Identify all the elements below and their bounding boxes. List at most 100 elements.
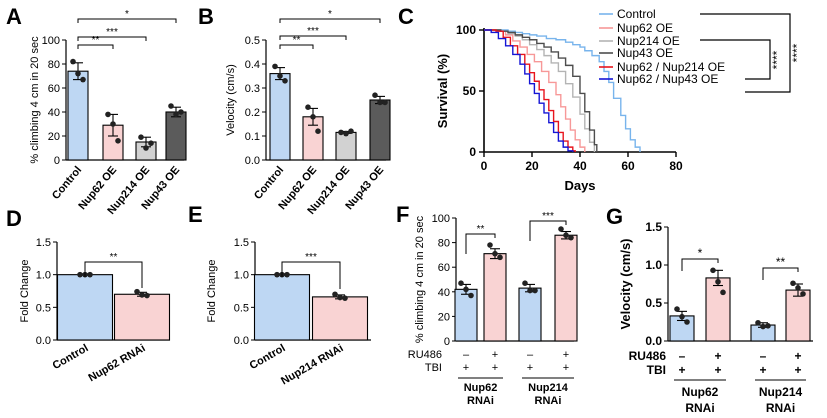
panel-a-y-tick-label: 80 — [48, 59, 60, 71]
panel-a-data-point — [75, 70, 81, 77]
panel-f-y-tick-label: 0 — [444, 336, 450, 348]
panel-a-significance-bracket — [77, 36, 147, 41]
panel-f-data-point — [492, 250, 498, 257]
panel-b-y-axis-label: Velocity (cm/s) — [225, 64, 237, 136]
panel-g-y-tick-label: 1.0 — [645, 258, 662, 272]
panel-f-bar — [518, 287, 542, 342]
panel-a-y-tick-label: 100 — [42, 35, 60, 47]
panel-g-row-symbol: – — [760, 349, 767, 363]
panel-c-significance-bracket — [700, 39, 771, 80]
panel-d-data-point — [87, 271, 93, 278]
panel-e-data-point — [337, 294, 343, 301]
panel-e-y-tick-label: 1.0 — [234, 270, 249, 282]
panel-d-bar — [113, 293, 171, 341]
panel-f-y-tick-label: 20 — [438, 311, 450, 323]
panel-f-data-point — [487, 242, 493, 248]
panel-f-y-tick-label: 40 — [438, 287, 450, 299]
panel-e-data-point — [332, 291, 338, 298]
panel-c-series-nup43-oe — [484, 29, 598, 152]
panel-b-data-point — [277, 73, 283, 79]
panel-g-group-label-rnai: RNAi — [685, 401, 714, 415]
panel-a-significance-bracket — [77, 18, 177, 23]
panel-e-significance-label: *** — [305, 252, 317, 263]
panel-b-data-point — [343, 130, 349, 137]
panel-d-x-category-control: Control — [51, 342, 91, 372]
panel-a-y-tick-label: 40 — [48, 107, 60, 119]
panel-g-y-tick-label: 1.5 — [645, 220, 662, 234]
panel-g-data-point — [800, 291, 806, 297]
panel-d-y-axis-label: Fold Change — [19, 260, 31, 323]
panel-f-data-point — [532, 287, 538, 294]
panel-g-data-point — [710, 267, 716, 274]
panel-d-data-point — [139, 292, 145, 298]
panel-f-row-symbol: + — [492, 349, 498, 361]
panel-a-significance-label: ** — [92, 35, 100, 46]
panel-c-x-axis-label: Days — [564, 178, 595, 193]
panel-label-a: A — [6, 4, 22, 29]
panel-b-data-point — [282, 78, 288, 84]
panel-f-data-point — [568, 234, 574, 241]
panel-b-y-tick-label: 0.4 — [245, 59, 260, 71]
panel-f-data-point — [458, 280, 464, 286]
panel-a-significance-bracket — [77, 44, 114, 49]
panel-b-bar-chart: 0.0 0.1 0.2 0.3 0.4 0.5 Velocity (cm/s) Control… — [225, 9, 391, 217]
panel-f-data-point — [522, 280, 528, 286]
panel-c-series-nup62-nup43-oe — [484, 29, 574, 152]
panel-b-data-point — [372, 92, 378, 98]
panel-g-y-tick-label: 0.5 — [645, 296, 662, 310]
panel-f-row-symbol: + — [527, 362, 533, 374]
panel-f-row-symbol: – — [527, 349, 534, 361]
panel-d-bar — [56, 274, 114, 341]
panel-d-data-point — [77, 271, 83, 278]
panel-a-data-point — [70, 58, 76, 65]
panel-g-group-label-nup62: Nup62 — [682, 385, 719, 399]
panel-b-significance-label: * — [328, 9, 332, 20]
panel-label-e: E — [188, 202, 203, 227]
panel-b-significance-label: ** — [293, 35, 301, 46]
panel-b-y-tick-label: 0.3 — [245, 83, 260, 95]
panel-g-row-label-tbi: TBI — [647, 363, 666, 377]
panel-f-row-symbol: – — [463, 349, 470, 361]
panel-f-y-tick-label: 100 — [432, 213, 450, 225]
panel-c-x-tick-label: 40 — [573, 159, 587, 173]
panel-f-y-tick-label: 60 — [438, 262, 450, 274]
panel-g-y-tick-label: 0.0 — [645, 334, 662, 348]
panel-g-row-symbol: + — [714, 349, 721, 363]
panel-g-data-point — [760, 323, 766, 330]
panel-f-row-symbol: + — [563, 349, 569, 361]
panel-a-significance-label: *** — [106, 27, 118, 38]
panel-c-legend-nup62-nup214-oe: Nup62 / Nup214 OE — [617, 60, 725, 74]
panel-label-f: F — [396, 202, 409, 227]
panel-e-data-point — [342, 295, 348, 301]
panel-b-data-point — [305, 104, 311, 110]
panel-d-data-point — [134, 288, 140, 295]
panel-b-data-point — [338, 129, 344, 136]
panel-g-data-point — [715, 278, 721, 285]
panel-f-group-label-rnai: RNAi — [535, 395, 562, 407]
panel-c-legend-control: Control — [617, 7, 656, 21]
panel-f-data-point — [558, 226, 564, 232]
panel-a-y-axis-label: % climbing 4 cm in 20 sec — [29, 36, 41, 164]
panel-f-data-point — [527, 287, 533, 294]
panel-f-row-symbol: + — [563, 362, 569, 374]
panel-label-g: G — [606, 204, 623, 229]
panel-c-significance-bracket — [700, 13, 791, 93]
panel-e-y-tick-label: 1.5 — [234, 237, 249, 249]
panel-e-y-tick-label: 0.5 — [234, 302, 249, 314]
panel-g-data-point — [755, 319, 761, 326]
panel-d-y-tick-label: 0.0 — [36, 335, 51, 347]
panel-f-significance-bracket — [529, 220, 567, 241]
panel-c-x-tick-label: 60 — [621, 159, 635, 173]
panel-b-bar — [335, 131, 357, 161]
panel-label-c: C — [398, 4, 414, 29]
panel-a-data-point — [173, 111, 179, 118]
panel-a-bar — [165, 111, 187, 161]
panel-c-legend-nup62-nup43-oe: Nup62 / Nup43 OE — [617, 72, 718, 86]
panel-f-group-label-nup214: Nup214 — [528, 382, 569, 394]
panel-e-bar — [253, 274, 311, 341]
panel-c-significance-label: **** — [770, 50, 784, 69]
panel-d-y-tick-label: 0.5 — [36, 302, 51, 314]
